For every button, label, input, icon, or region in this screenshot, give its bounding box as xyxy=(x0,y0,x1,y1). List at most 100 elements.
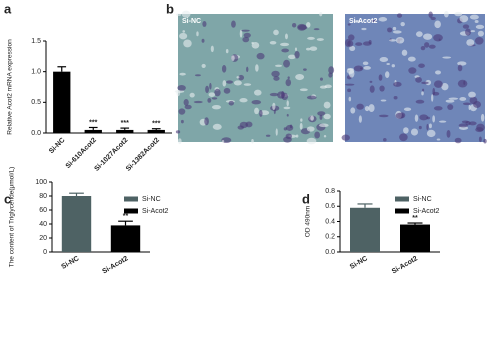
cell xyxy=(239,29,243,38)
cell xyxy=(283,136,292,143)
cell xyxy=(310,115,314,121)
cell xyxy=(446,129,451,138)
cell xyxy=(387,27,393,33)
cell xyxy=(226,80,234,84)
cell xyxy=(201,38,205,43)
cell xyxy=(254,89,262,96)
cell xyxy=(221,140,225,143)
cell xyxy=(251,138,254,144)
cell xyxy=(319,114,323,120)
y-tick-label: 0.0 xyxy=(31,130,41,137)
cell xyxy=(265,134,271,137)
cell xyxy=(458,123,469,128)
cell xyxy=(228,100,234,106)
cell xyxy=(426,116,430,120)
x-tick-label: Si-Acot2 xyxy=(391,255,419,275)
panel-label: c xyxy=(4,191,11,206)
cell xyxy=(483,138,487,144)
cell xyxy=(328,66,335,74)
cell xyxy=(193,100,203,104)
cell xyxy=(208,92,216,97)
cell xyxy=(345,83,355,86)
cell xyxy=(353,65,364,72)
cell xyxy=(283,106,291,110)
cell xyxy=(212,123,222,130)
cell xyxy=(181,10,191,18)
cell xyxy=(364,106,370,112)
cell xyxy=(410,128,419,136)
y-tick-label: 80 xyxy=(39,193,47,200)
cell xyxy=(462,102,471,106)
cell xyxy=(178,108,186,115)
cell xyxy=(177,138,182,145)
cell xyxy=(414,114,419,122)
cell xyxy=(432,87,436,96)
cell xyxy=(359,67,363,70)
cell xyxy=(378,17,388,22)
cell xyxy=(328,72,333,78)
cell xyxy=(454,11,463,17)
y-tick-label: 60 xyxy=(39,207,47,214)
cell xyxy=(447,104,454,110)
cell xyxy=(395,112,404,119)
cell xyxy=(259,109,263,117)
cell xyxy=(448,97,459,100)
cell xyxy=(435,70,442,75)
cell xyxy=(459,97,467,101)
cell xyxy=(243,32,251,38)
cell xyxy=(207,98,212,103)
bar xyxy=(110,225,141,252)
cell xyxy=(295,134,299,138)
cell xyxy=(283,59,291,68)
y-tick-label: 100 xyxy=(35,179,47,186)
cell xyxy=(361,27,367,31)
significance: *** xyxy=(121,120,129,127)
panel-label: b xyxy=(166,1,174,16)
cell xyxy=(362,61,369,66)
y-tick-label: 0.5 xyxy=(31,99,41,106)
cell xyxy=(221,65,227,73)
cell xyxy=(468,121,477,126)
cell xyxy=(254,107,259,115)
cell xyxy=(438,120,447,123)
cell xyxy=(255,64,259,72)
cell xyxy=(428,123,432,129)
cell xyxy=(341,134,350,141)
cell xyxy=(400,22,405,27)
cell xyxy=(189,92,195,98)
cell xyxy=(318,123,329,128)
cell xyxy=(294,47,298,51)
y-axis-label: Relative Acot2 mRNA expression xyxy=(7,39,14,135)
cell xyxy=(469,14,479,20)
cell xyxy=(349,45,356,51)
cell xyxy=(202,21,207,27)
cell xyxy=(428,11,433,19)
cell xyxy=(436,138,441,141)
cell xyxy=(233,80,242,86)
cell xyxy=(379,56,389,63)
panel-label: d xyxy=(302,191,310,206)
cell xyxy=(281,48,290,53)
cell xyxy=(431,94,434,102)
cell xyxy=(363,66,371,70)
cell xyxy=(403,107,412,112)
cell xyxy=(241,29,250,32)
cell xyxy=(288,54,296,60)
cell xyxy=(180,119,184,124)
y-tick-label: 0.6 xyxy=(325,203,335,210)
y-tick-label: 0.2 xyxy=(325,234,335,241)
bar xyxy=(116,129,134,133)
cell xyxy=(256,52,265,60)
cell xyxy=(474,36,484,45)
y-axis-label: The content of Triglyceride(μmol/L) xyxy=(9,167,16,268)
cell xyxy=(238,74,245,81)
cell xyxy=(286,100,289,107)
cell xyxy=(386,62,390,65)
cell xyxy=(475,127,484,133)
cell xyxy=(211,104,222,110)
cell xyxy=(306,22,311,28)
cell xyxy=(418,125,422,130)
cell xyxy=(347,34,355,41)
cell xyxy=(239,121,249,129)
cell xyxy=(348,96,352,102)
